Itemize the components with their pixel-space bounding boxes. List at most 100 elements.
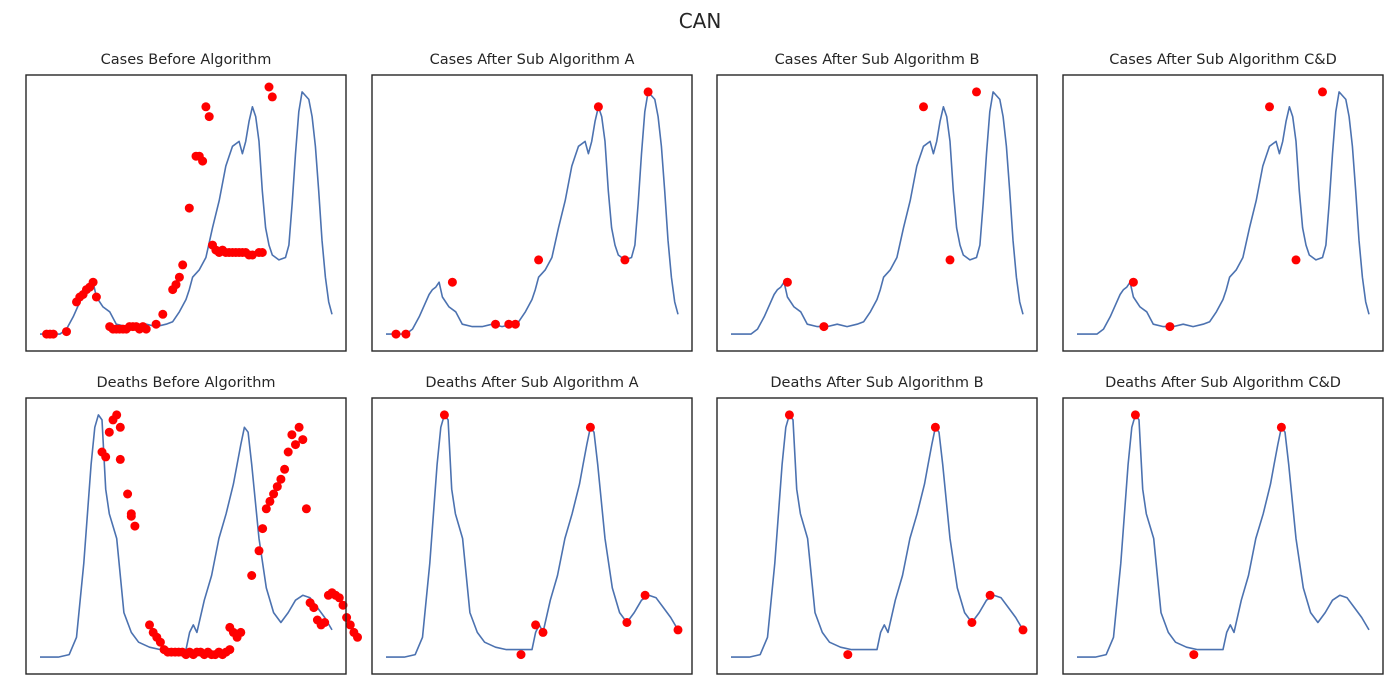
extremum-marker: [88, 277, 98, 287]
extremum-marker: [491, 319, 500, 329]
extremum-marker: [538, 627, 548, 637]
extremum-marker: [309, 603, 319, 613]
extremum-marker: [1165, 322, 1175, 332]
extremum-marker: [1291, 255, 1301, 265]
extremum-marker: [334, 593, 344, 603]
extremum-marker: [48, 329, 58, 339]
extremum-marker: [115, 422, 125, 432]
extremum-marker: [126, 511, 136, 521]
panel-title-4: Cases After Sub Algorithm C&D: [1109, 52, 1337, 68]
extremum-marker: [673, 625, 683, 635]
extremum-marker: [439, 410, 449, 420]
panel-5: [25, 397, 362, 675]
extremum-marker: [338, 600, 348, 610]
extremum-marker: [391, 329, 401, 339]
axes-frame: [371, 397, 693, 675]
extremum-marker: [104, 427, 114, 437]
extremum-marker: [819, 322, 829, 332]
extremum-marker: [447, 277, 457, 287]
extremum-marker: [1128, 277, 1138, 287]
extremum-marker: [843, 650, 853, 660]
series-line: [1077, 91, 1370, 335]
extremum-marker: [130, 521, 140, 531]
extremum-marker: [258, 524, 268, 534]
extremum-marker: [184, 203, 194, 213]
extremum-marker: [353, 632, 362, 642]
series-line: [731, 91, 1024, 335]
extremum-marker: [115, 454, 125, 464]
extremum-marker: [257, 248, 267, 257]
extremum-marker: [101, 452, 111, 462]
panel-1: [25, 74, 347, 352]
figure-title: CAN: [678, 9, 722, 33]
axes-frame: [716, 74, 1038, 352]
extremum-marker: [264, 82, 274, 92]
extremum-marker: [267, 92, 277, 102]
extremum-marker: [1265, 102, 1274, 112]
extremum-marker: [345, 620, 355, 630]
extremum-marker: [516, 650, 526, 660]
panel-6: [371, 397, 693, 675]
extremum-marker: [158, 309, 168, 319]
panel-3: [716, 74, 1038, 352]
extremum-marker: [171, 280, 181, 290]
extremum-marker: [155, 637, 165, 647]
extremum-marker: [265, 496, 275, 506]
extremum-marker: [1018, 625, 1028, 635]
extremum-marker: [280, 464, 290, 474]
panel-title-2: Cases After Sub Algorithm A: [429, 52, 635, 68]
extremum-marker: [236, 627, 246, 637]
axes-frame: [371, 74, 693, 352]
extremum-marker: [198, 156, 208, 166]
axes-frame: [1062, 74, 1384, 352]
extremum-marker: [919, 102, 928, 112]
extremum-marker: [112, 410, 122, 420]
extremum-marker: [276, 474, 286, 484]
extremum-marker: [643, 87, 653, 97]
extremum-marker: [1130, 410, 1140, 420]
extremum-marker: [174, 272, 184, 282]
extremum-marker: [123, 489, 133, 499]
series-line: [386, 91, 679, 335]
extremum-marker: [640, 590, 650, 600]
extremum-marker: [225, 645, 235, 655]
extremum-marker: [62, 327, 71, 337]
extremum-marker: [254, 546, 264, 556]
panel-2: [371, 74, 693, 352]
extremum-marker: [201, 102, 211, 112]
panel-8: [1062, 397, 1384, 675]
extremum-marker: [291, 440, 300, 450]
panel-title-6: Deaths After Sub Algorithm A: [425, 375, 639, 391]
extremum-marker: [510, 319, 520, 329]
extremum-marker: [622, 618, 632, 627]
extremum-marker: [287, 430, 297, 440]
extremum-marker: [593, 102, 603, 112]
extremum-marker: [534, 255, 544, 265]
extremum-marker: [91, 292, 101, 302]
extremum-marker: [298, 435, 308, 445]
extremum-marker: [204, 112, 214, 122]
panel-title-1: Cases Before Algorithm: [100, 52, 272, 68]
extremum-marker: [930, 422, 940, 432]
series-line: [731, 414, 1024, 658]
axes-frame: [25, 397, 347, 675]
extremum-marker: [269, 489, 279, 499]
series-line: [1077, 414, 1370, 658]
panel-title-5: Deaths Before Algorithm: [96, 375, 276, 391]
extremum-marker: [1318, 87, 1327, 97]
extremum-marker: [272, 482, 282, 492]
axes-frame: [716, 397, 1038, 675]
extremum-marker: [151, 319, 161, 329]
extremum-marker: [1276, 422, 1286, 432]
extremum-marker: [620, 255, 630, 265]
extremum-marker: [1189, 650, 1199, 660]
axes-frame: [25, 74, 347, 352]
panel-title-3: Cases After Sub Algorithm B: [774, 52, 980, 68]
extremum-marker: [178, 260, 188, 270]
extremum-marker: [261, 504, 271, 514]
panel-4: [1062, 74, 1384, 352]
extremum-marker: [283, 447, 293, 457]
extremum-marker: [945, 255, 955, 265]
extremum-marker: [401, 329, 411, 339]
